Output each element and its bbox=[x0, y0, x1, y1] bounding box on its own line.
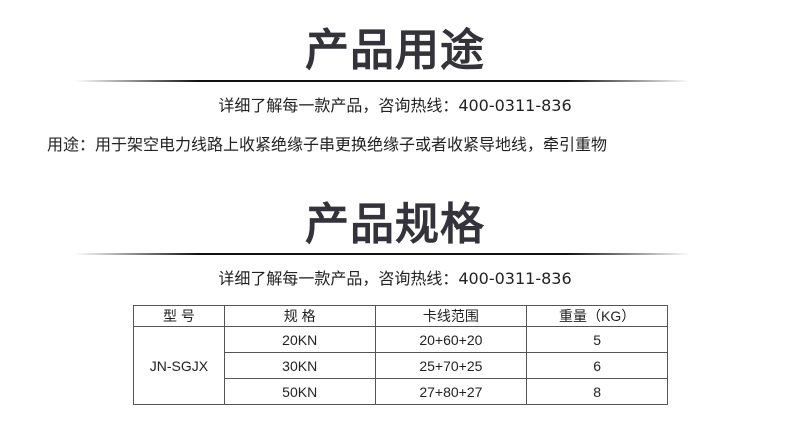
table-header-row: 型 号 规 格 卡线范围 重量（KG） bbox=[133, 305, 668, 327]
weight-cell: 5 bbox=[526, 326, 668, 353]
range-cell: 27+80+27 bbox=[374, 378, 528, 405]
table-row: 30KN 25+70+25 6 bbox=[134, 352, 668, 379]
spec-cell: 50KN bbox=[223, 378, 376, 405]
header-range: 卡线范围 bbox=[374, 305, 528, 327]
weight-cell: 6 bbox=[526, 352, 668, 379]
table-row: 50KN 27+80+27 8 bbox=[134, 378, 668, 405]
section-title-usage: 产品用途 bbox=[305, 25, 485, 76]
divider bbox=[75, 80, 690, 82]
table-row: JN-SGJX 20KN 20+60+20 5 bbox=[133, 326, 668, 405]
spec-table: 型 号 规 格 卡线范围 重量（KG） JN-SGJX 20KN 20+60+2… bbox=[133, 305, 668, 405]
hotline-text: 详细了解每一款产品，咨询热线：400-0311-836 bbox=[218, 269, 572, 288]
spec-cell: 30KN bbox=[223, 352, 376, 379]
spec-cell: 20KN bbox=[223, 326, 376, 353]
model-cell: JN-SGJX bbox=[133, 326, 225, 405]
range-cell: 25+70+25 bbox=[374, 352, 528, 379]
hotline-text: 详细了解每一款产品，咨询热线：400-0311-836 bbox=[218, 96, 572, 115]
section-title-specs: 产品规格 bbox=[305, 199, 485, 250]
weight-cell: 8 bbox=[526, 378, 668, 405]
divider bbox=[75, 253, 690, 255]
header-weight: 重量（KG） bbox=[526, 305, 668, 327]
range-cell: 20+60+20 bbox=[374, 326, 528, 353]
header-model: 型 号 bbox=[133, 305, 225, 327]
header-spec: 规 格 bbox=[223, 305, 376, 327]
usage-text: 用途：用于架空电力线路上收紧绝缘子串更换绝缘子或者收紧导地线，牵引重物 bbox=[47, 135, 608, 154]
